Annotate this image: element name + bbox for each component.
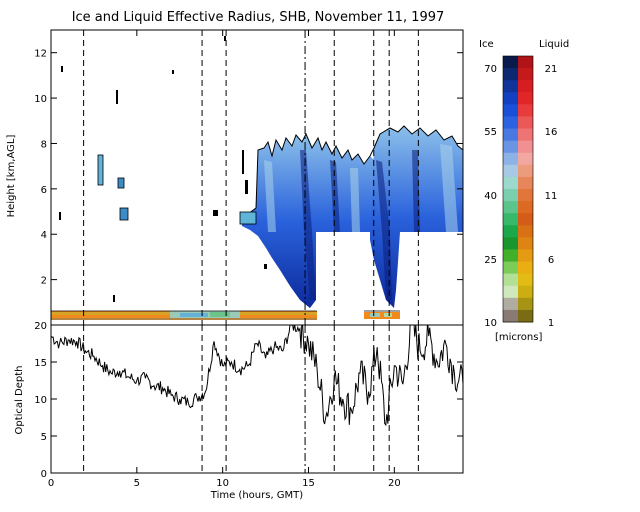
colorbar-liquid-swatch <box>518 261 533 275</box>
colorbar-ice-swatch <box>503 285 518 299</box>
optical-depth-panel: 0 5 10 15 20 0 5 10 15 20 Optical Depth Time (ho… <box>14 30 464 501</box>
colorbar-liquid-tick-label: 6 <box>548 255 554 266</box>
height-axis-label: Height [km,AGL] <box>6 135 17 218</box>
colorbar-units: [microns] <box>495 332 542 343</box>
colorbar-ice-tick-label: 10 <box>484 318 497 329</box>
height-axis: 2 4 6 8 10 12 <box>34 49 463 287</box>
colorbar-liquid-swatch <box>518 152 533 166</box>
colorbar-liquid-swatch <box>518 285 533 299</box>
optical-depth-axis: 0 5 10 15 20 <box>34 321 463 480</box>
colorbar-liquid-swatch <box>518 92 533 105</box>
colorbar-liquid-tick-label: 1 <box>548 318 554 329</box>
optical-depth-axis-label: Optical Depth <box>14 366 25 435</box>
colorbar-ice-tick-label: 70 <box>484 64 497 75</box>
optical-depth-tick-label: 15 <box>34 358 47 369</box>
colorbar-liquid-swatch <box>518 104 533 117</box>
optical-depth-tick-label: 20 <box>34 321 47 332</box>
event-lines-top <box>83 30 419 325</box>
height-tick-label: 4 <box>41 230 47 241</box>
clear-gap <box>316 232 370 318</box>
colorbar-ice-swatch <box>503 225 518 238</box>
colorbar-ice-swatch <box>503 68 518 81</box>
time-tick-label: 5 <box>134 478 140 489</box>
colorbar-ice-swatch <box>503 261 518 275</box>
ice-cloud-streaks <box>264 144 458 300</box>
colorbar-ice-swatch <box>503 140 518 154</box>
height-tick-label: 8 <box>41 139 47 150</box>
colorbar-liquid-label: Liquid <box>539 39 569 50</box>
height-tick-label: 10 <box>34 94 47 105</box>
colorbar-ice-swatch <box>503 116 518 130</box>
height-tick-label: 2 <box>41 276 47 287</box>
colorbar-liquid-swatch <box>518 225 533 238</box>
optical-depth-tick-label: 5 <box>41 432 47 443</box>
colorbar-ice-swatch <box>503 80 518 93</box>
ice-cloud-outline <box>240 125 463 219</box>
colorbar-liquid-swatch <box>518 164 533 178</box>
colorbar-ice-tick-label: 40 <box>484 191 497 202</box>
colorbar-ice-swatch <box>503 237 518 250</box>
height-panel: 2 4 6 8 10 12 Height [km,AGL] <box>6 29 464 326</box>
cloud-fragments <box>59 36 267 302</box>
colorbar-liquid-swatch <box>518 213 533 226</box>
colorbar-ice-swatch <box>503 152 518 166</box>
colorbar-ice-tick-label: 25 <box>484 255 497 266</box>
colorbar-liquid-swatch <box>518 80 533 93</box>
colorbar-liquid-swatch <box>518 309 533 323</box>
colorbar-ice-label: Ice <box>479 39 494 50</box>
colorbar-ice-swatch <box>503 128 518 142</box>
height-tick-label: 6 <box>41 185 47 196</box>
colorbar-liquid-swatch <box>518 56 533 69</box>
colorbar-ice-swatch <box>503 273 518 287</box>
time-tick-label: 10 <box>216 478 229 489</box>
colorbar-ice-swatch <box>503 249 518 263</box>
time-axis: 0 5 10 15 20 <box>48 30 401 489</box>
colorbar-ice-swatch <box>503 297 518 311</box>
colorbar-ice-swatch <box>503 309 518 323</box>
colorbar-liquid-swatch <box>518 237 533 250</box>
colorbar-ice-swatch <box>503 201 518 214</box>
colorbar-liquid-tick-label: 16 <box>545 127 558 138</box>
colorbar-ice-swatch <box>503 213 518 226</box>
colorbar-ice-swatch <box>503 189 518 202</box>
time-tick-label: 20 <box>388 478 401 489</box>
colorbar-frame <box>502 55 534 323</box>
colorbar: Ice Liquid 70 55 40 25 10 21 16 11 6 1 [microns] <box>479 39 569 343</box>
height-tick-label: 12 <box>34 49 47 60</box>
time-tick-label: 15 <box>302 478 315 489</box>
colorbar-ice-swatch <box>503 164 518 178</box>
cloud-fields <box>51 36 463 320</box>
colorbar-liquid-swatch <box>518 68 533 81</box>
optical-depth-tick-label: 0 <box>41 469 47 480</box>
colorbar-liquid-tick-label: 21 <box>545 64 558 75</box>
colorbar-liquid-strip <box>518 56 533 323</box>
colorbar-liquid-swatch <box>518 128 533 142</box>
colorbar-ice-swatch <box>503 56 518 69</box>
liquid-cloud-layer <box>51 310 400 320</box>
colorbar-liquid-swatch <box>518 201 533 214</box>
chart-title: Ice and Liquid Effective Radius, SHB, No… <box>72 10 445 25</box>
colorbar-liquid-swatch <box>518 176 533 190</box>
optical-depth-panel-frame <box>50 324 464 474</box>
time-tick-label: 0 <box>48 478 54 489</box>
colorbar-liquid-swatch <box>518 140 533 154</box>
colorbar-ice-swatch <box>503 92 518 105</box>
colorbar-liquid-swatch <box>518 116 533 130</box>
colorbar-ticks: 70 55 40 25 10 21 16 11 6 1 <box>484 64 557 329</box>
colorbar-liquid-swatch <box>518 249 533 263</box>
colorbar-liquid-swatch <box>518 297 533 311</box>
colorbar-liquid-swatch <box>518 189 533 202</box>
colorbar-liquid-swatch <box>518 273 533 287</box>
colorbar-ice-swatch <box>503 104 518 117</box>
optical-depth-tick-label: 10 <box>34 395 47 406</box>
colorbar-liquid-tick-label: 11 <box>545 191 558 202</box>
colorbar-ice-swatch <box>503 176 518 190</box>
optical-depth-line <box>51 325 463 427</box>
colorbar-ice-tick-label: 55 <box>484 127 497 138</box>
colorbar-ice-strip <box>503 56 518 323</box>
time-axis-label: Time (hours, GMT) <box>210 490 304 501</box>
